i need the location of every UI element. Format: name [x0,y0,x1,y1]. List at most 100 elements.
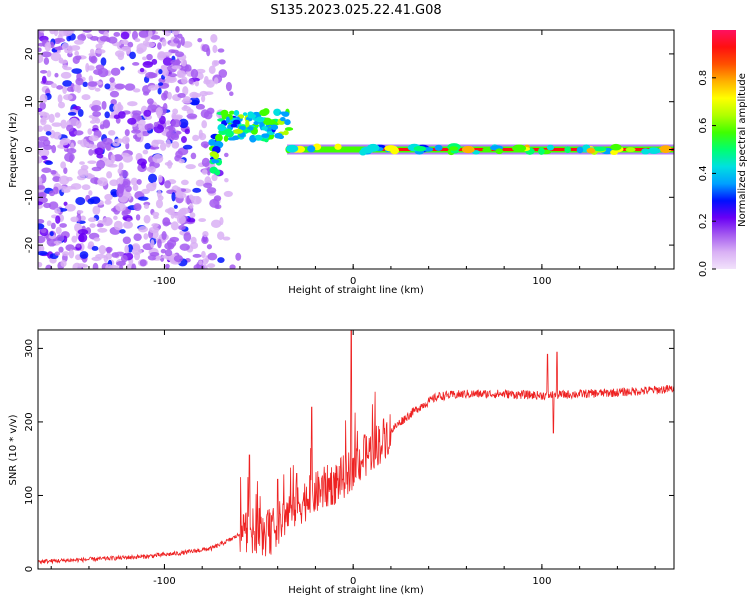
noise-blob [88,148,94,156]
noise-blob [59,223,67,228]
noise-blob [135,214,141,221]
noise-blob [64,203,76,212]
noise-blob [110,188,119,196]
noise-blob [137,123,144,129]
signal-cluster [255,116,265,123]
noise-blob [148,72,158,78]
noise-blob [125,185,132,193]
noise-blob [167,242,172,250]
noise-blob [52,131,62,140]
noise-blob [203,182,213,188]
noise-blob [56,234,65,242]
noise-blob [41,51,52,58]
noise-blob [77,108,84,117]
noise-blob [77,210,84,214]
signal-blob [564,146,571,154]
noise-blob [181,76,188,85]
noise-blob [133,203,142,212]
noise-blob [175,192,187,199]
signal-cluster [230,123,238,128]
noise-blob [175,85,180,93]
signal-cluster [270,124,279,131]
noise-blob [198,260,203,266]
spectrogram-ytick-label: 20 [24,48,35,61]
noise-blob [102,217,113,227]
noise-blob [222,236,231,241]
signal-cluster [233,109,240,117]
noise-blob [49,30,56,35]
noise-blob [62,251,70,257]
noise-blob [51,144,57,154]
noise-blob [147,98,154,105]
signal-cluster [262,108,270,116]
noise-blob [88,75,94,83]
noise-blob [136,178,142,185]
noise-blob [189,91,199,99]
noise-blob [168,49,176,54]
signal-blob [334,143,342,150]
noise-blob [162,57,173,66]
signal-cluster [280,116,286,122]
noise-blob [87,128,93,135]
noise-blob [190,68,199,79]
noise-blob [181,136,187,144]
noise-blob [156,189,162,199]
noise-blob [79,251,89,259]
noise-blob [91,245,99,251]
noise-blob [201,157,210,167]
noise-blob [138,226,148,233]
noise-blob [54,207,61,214]
noise-blob [184,128,190,135]
noise-blob [132,62,140,66]
signal-blob [647,147,661,154]
noise-blob [185,164,196,170]
noise-blob [73,39,84,45]
noise-blob [88,190,93,196]
noise-blob [66,148,77,154]
noise-blob [38,218,45,224]
noise-blob [81,184,91,191]
spectrogram-ytick-label: 0 [24,146,35,152]
noise-blob [113,31,121,37]
noise-blob [143,233,149,240]
snr-ylabel: SNR (10 * v/v) [8,414,19,485]
noise-blob [49,231,54,237]
noise-blob [69,117,79,127]
signal-cluster [239,125,246,131]
signal-cluster [247,113,257,119]
noise-blob [77,168,89,177]
noise-blob [139,67,145,73]
noise-blob [85,33,93,38]
noise-blob [172,108,179,115]
noise-blob [137,196,149,201]
signal-blob [482,147,492,153]
noise-blob [48,190,56,197]
noise-blob [108,129,116,136]
signal-cluster [279,111,288,115]
noise-blob [65,186,76,190]
noise-blob [211,174,218,182]
noise-blob [40,69,48,74]
noise-blob [199,90,209,97]
noise-blob [142,56,147,61]
noise-blob [46,237,57,247]
colorbar-tick-label: 0.2 [698,213,709,229]
signal-cluster [267,134,274,140]
noise-blob [109,90,120,98]
noise-blob [75,77,84,86]
signal-cluster [241,129,251,133]
noise-blob [88,144,98,149]
noise-blob [176,215,186,225]
noise-blob [206,47,211,57]
noise-blob [201,120,208,129]
spectrogram-image [38,30,674,269]
noise-blob [38,235,46,244]
noise-blob [43,144,53,150]
noise-blob [106,171,113,179]
signal-blob [641,148,650,155]
noise-blob [100,57,107,66]
noise-blob [192,134,200,142]
noise-blob [38,125,44,132]
signal-blob [610,149,618,155]
noise-blob [165,139,171,148]
